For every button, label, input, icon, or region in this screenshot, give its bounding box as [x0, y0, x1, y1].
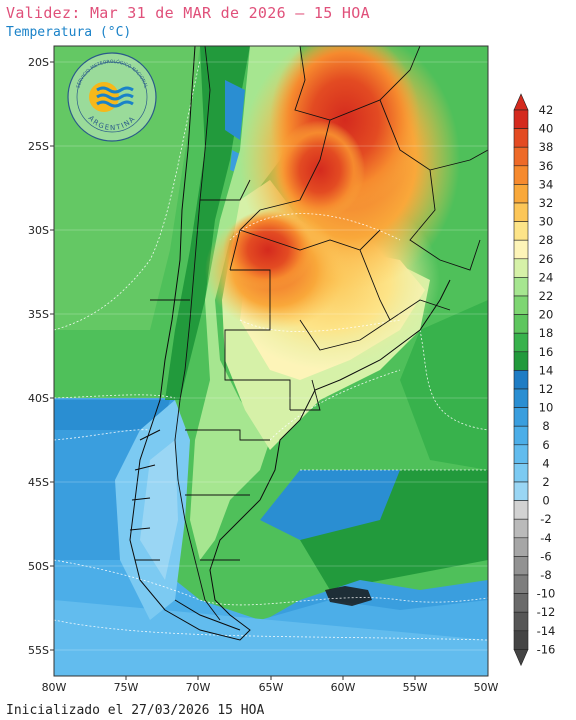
legend-level-label: 8 [542, 419, 549, 433]
lat-label-30s: 30S [28, 224, 49, 237]
legend-bottom-arrow [513, 649, 529, 667]
legend-swatch [513, 146, 529, 167]
map-variable-subtitle: Temperatura (°C) [6, 25, 132, 40]
lat-label-25s: 25S [28, 140, 49, 153]
smn-logo: SERVICIO METEOROLÓGICO NACIONAL ARGENTIN… [67, 52, 157, 142]
legend-swatch [513, 593, 529, 613]
waves-icon [96, 86, 134, 108]
lon-tick-marks [125, 676, 416, 680]
legend-level-label: 20 [539, 308, 554, 322]
lon-label-80w: 80W [42, 681, 67, 694]
lon-label-50w: 50W [474, 681, 499, 694]
legend-level-label: 40 [539, 122, 554, 136]
legend-level-label: 12 [539, 382, 554, 396]
legend-level-label: 22 [539, 289, 554, 303]
legend-swatch [513, 481, 529, 501]
legend-swatch [513, 295, 529, 315]
lon-label-70w: 70W [186, 681, 211, 694]
legend-swatch [513, 221, 529, 241]
legend-level-label: 32 [539, 196, 554, 210]
lon-label-55w: 55W [403, 681, 428, 694]
legend-level-label: -6 [540, 549, 551, 563]
legend-swatch [513, 277, 529, 297]
legend-level-label: 30 [539, 215, 554, 229]
legend-swatch [513, 556, 529, 576]
legend-swatch [513, 370, 529, 390]
legend-swatch [513, 388, 529, 408]
legend-swatch [513, 611, 529, 632]
lat-label-20s: 20S [28, 56, 49, 69]
legend-level-label: 2 [542, 475, 549, 489]
legend-level-label: 18 [539, 326, 554, 340]
legend-swatch [513, 202, 529, 222]
lon-label-60w: 60W [331, 681, 356, 694]
latitude-axis: 20S 25S 30S 35S 40S 45S 50S 55S [28, 56, 49, 657]
legend-level-label: 38 [539, 140, 554, 154]
legend-swatch [513, 537, 529, 557]
legend-level-label: 34 [539, 177, 554, 191]
legend-level-label: -16 [537, 642, 556, 656]
legend-level-label: -10 [537, 587, 556, 601]
legend-swatch [513, 630, 529, 650]
temperature-map-figure: 20S 25S 30S 35S 40S 45S 50S 55S 80W 75W … [28, 45, 556, 694]
legend-swatch [513, 351, 529, 371]
lat-label-40s: 40S [28, 392, 49, 405]
coastline [129, 46, 451, 641]
legend-swatch [513, 109, 529, 129]
lon-label-75w: 75W [114, 681, 139, 694]
legend-swatch [513, 425, 529, 446]
legend-level-label: -14 [537, 624, 556, 638]
legend-level-label: 6 [542, 438, 549, 452]
lat-label-50s: 50S [28, 560, 49, 573]
legend-swatch [513, 314, 529, 334]
legend-level-label: -2 [540, 512, 551, 526]
legend-swatch [513, 165, 529, 185]
lat-tick-marks [50, 61, 54, 651]
legend-swatch [513, 574, 529, 594]
legend-swatch [513, 128, 529, 148]
legend-swatch [513, 444, 529, 464]
legend-level-label: 16 [539, 345, 554, 359]
legend-level-label: -12 [537, 605, 556, 619]
legend-swatch [513, 407, 529, 427]
legend-swatch [513, 500, 529, 520]
legend-level-label: 14 [539, 363, 554, 377]
legend-level-label: 4 [542, 456, 549, 470]
political-borders [150, 46, 488, 621]
legend-level-label: -8 [540, 568, 551, 582]
lat-label-45s: 45S [28, 476, 49, 489]
legend-level-label: 10 [539, 401, 554, 415]
legend-swatch [513, 518, 529, 539]
color-legend: 424038363432302826242220181614121086420-… [513, 93, 556, 667]
graticule [54, 61, 488, 651]
legend-swatch [513, 184, 529, 204]
legend-level-label: 24 [539, 270, 554, 284]
legend-level-label: -4 [540, 531, 551, 545]
lat-label-55s: 55S [28, 644, 49, 657]
legend-swatch [513, 239, 529, 260]
legend-swatch [513, 258, 529, 278]
lat-label-35s: 35S [28, 308, 49, 321]
initialization-footer: Inicializado el 27/03/2026 15 HOA [6, 703, 265, 718]
map-validity-title: Validez: Mar 31 de MAR de 2026 – 15 HOA [6, 4, 370, 22]
longitude-axis: 80W 75W 70W 65W 60W 55W 50W [42, 681, 499, 694]
lon-label-65w: 65W [259, 681, 284, 694]
legend-swatch [513, 463, 529, 483]
legend-level-label: 0 [542, 494, 549, 508]
legend-top-arrow [513, 93, 529, 111]
legend-level-label: 36 [539, 159, 554, 173]
legend-swatch [513, 332, 529, 353]
legend-level-label: 28 [539, 233, 554, 247]
legend-level-label: 26 [539, 252, 554, 266]
isotherm-contours [54, 59, 488, 641]
legend-level-label: 42 [539, 103, 554, 117]
temperature-field [54, 46, 488, 676]
